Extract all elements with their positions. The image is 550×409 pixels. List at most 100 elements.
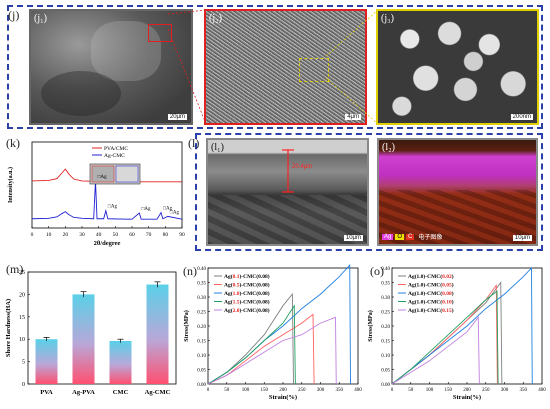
panel-j-label: (j) <box>8 8 20 22</box>
xrd-peak-label-4: □Ag <box>170 210 180 215</box>
stress-n-y-tick-label-5: 0.25 <box>197 311 206 316</box>
panel-l <box>195 133 543 251</box>
stress-o-x-tick-label-0: 0 <box>391 388 394 393</box>
stress-o-y-tick-label-5: 0.25 <box>381 311 390 316</box>
stress-n-legend-label-4: Ag(2.0)-CMC(0.08) <box>224 307 270 314</box>
stress-o-y-tick-label-4: 0.20 <box>381 325 390 330</box>
stress-n-y-tick-label-0: 0.00 <box>197 383 206 388</box>
stress-n-x-tick-label-2: 100 <box>242 388 250 393</box>
stress-o-x-tick-label-3: 150 <box>445 388 453 393</box>
stress-o-legend-label-4: Ag(1.0)-CMC(0.15) <box>408 307 454 314</box>
eds-legend-electron-image: 电子图像 <box>418 235 443 241</box>
stress-n-legend-label-1: Ag(0.5)-CMC(0.08) <box>224 282 270 289</box>
stress-o-x-tick-label-1: 50 <box>408 388 414 393</box>
hardness-y-tick-label-4: 20 <box>19 292 25 298</box>
xrd-x-axis-label: 2θ/degree <box>94 240 121 247</box>
panel-l-label: (l) <box>188 136 200 150</box>
stress-n-legend-label-0: Ag(0.1)-CMC(0.08) <box>224 273 270 280</box>
sem-j3-tag: (j₃) <box>381 13 394 24</box>
stress-o-x-tick-label-6: 300 <box>501 388 509 393</box>
sem-l1-scale: 10μm <box>343 235 363 241</box>
stress-n-y-tick-label-8: 0.40 <box>197 267 206 272</box>
stress-n-x-tick-label-5: 250 <box>298 388 306 393</box>
stress-o-legend-label-3: Ag(1.0)-CMC(0.10) <box>408 299 454 306</box>
stress-n-y-tick-label-1: 0.05 <box>197 369 206 374</box>
stress-o-x-tick-label-2: 100 <box>426 388 434 393</box>
hardness-plot-frame <box>27 271 177 385</box>
hardness-bar-2 <box>109 340 132 384</box>
stress-o-series-line-2 <box>391 266 533 385</box>
stress-o-y-tick-label-6: 0.30 <box>381 296 390 301</box>
stress-n-x-tick-label-7: 350 <box>336 388 344 393</box>
xrd-chart: 0 10 20 30 40 50 60 70 80 90 2θ/degree Intensity(a.… <box>7 141 185 247</box>
hardness-chart: 0 5 10 15 20 25 Shore Hardness(HA) PVA Ag-PVA CMC… <box>5 270 177 396</box>
stress-n-x-tick-label-0: 0 <box>207 388 210 393</box>
xrd-x-tick-label-8: 80 <box>163 232 169 238</box>
stress-n-x-tick-label-8: 400 <box>354 388 362 393</box>
stress-n-series-line-4 <box>207 316 337 385</box>
panel-j <box>7 5 543 129</box>
stress-o-y-tick-label-7: 0.35 <box>381 282 390 287</box>
sem-l1-tag: (l₁) <box>211 142 224 153</box>
sem-j3-scale: 200nm <box>510 114 533 120</box>
eds-legend-o: O <box>395 233 405 240</box>
panel-o-label: (o) <box>370 264 384 278</box>
eds-l2-tag: (l₂) <box>382 142 395 153</box>
xrd-x-tick-label-4: 40 <box>96 232 102 238</box>
eds-legend: Ag O C 电子图像 <box>382 232 444 241</box>
stress-o-y-tick-label-8: 0.40 <box>381 267 390 272</box>
stress-n-y-tick-label-6: 0.30 <box>197 296 206 301</box>
xrd-x-tick-label-7: 70 <box>146 232 152 238</box>
sem-image-j3: (j₃) 200nm <box>376 9 539 125</box>
stress-o-legend-label-1: Ag(1.0)-CMC(0.05) <box>408 282 454 289</box>
stress-n-y-tick-label-2: 0.10 <box>197 354 206 359</box>
stress-o-legend-label-2: Ag(1.0)-CMC(0.08) <box>408 290 454 297</box>
zoom-connectors <box>167 9 379 125</box>
stress-o-x-tick-label-4: 200 <box>463 388 471 393</box>
sem-j1-scale: 20μm <box>167 114 187 120</box>
hardness-y-tick-label-3: 15 <box>19 315 25 321</box>
stress-n-legend-label-2: Ag(1.0)-CMC(0.08) <box>224 290 270 297</box>
xrd-x-tick-label-1: 10 <box>46 232 52 238</box>
hardness-y-axis-label: Shore Hardness(HA) <box>5 299 12 357</box>
xrd-x-tick-label-9: 90 <box>179 232 185 238</box>
eds-legend-c: C <box>406 233 415 240</box>
stress-o-x-tick-label-7: 350 <box>520 388 528 393</box>
stress-strain-chart-o: 0 50 100 150 200 250 300 350 400 0.00 0.05 0.10 0.15… <box>367 266 546 401</box>
hardness-bar-0 <box>35 339 58 384</box>
hardness-y-tick-label-0: 0 <box>22 382 25 388</box>
xrd-peak-label-1: □Ag <box>108 205 118 210</box>
hardness-category-label-1: Ag-PVA <box>72 389 95 396</box>
xrd-x-tick-label-0: 0 <box>31 232 34 238</box>
panel-m-label: (m) <box>6 262 24 276</box>
eds-map-l2: (l₂) Ag O C 电子图像 10μm <box>377 138 538 246</box>
stress-n-y-tick-label-3: 0.15 <box>197 340 206 345</box>
stress-o-y-tick-label-1: 0.05 <box>381 369 390 374</box>
hardness-category-label-0: PVA <box>40 389 53 396</box>
hardness-y-tick-label-1: 5 <box>22 360 25 366</box>
panel-n-label: (n) <box>183 264 197 278</box>
stress-n-x-tick-label-6: 300 <box>317 388 325 393</box>
xrd-series-line-0 <box>31 168 182 183</box>
sem-j1-tag: (j₁) <box>34 13 47 24</box>
xrd-x-tick-label-6: 60 <box>129 232 135 238</box>
hardness-category-label-2: CMC <box>113 389 129 396</box>
stress-n-series-line-3 <box>207 304 296 385</box>
hardness-category-label-3: Ag-CMC <box>145 389 171 396</box>
xrd-inset-sample-1 <box>91 165 115 183</box>
xrd-x-tick-label-5: 50 <box>113 232 119 238</box>
thickness-label: 20.4μm <box>292 164 313 170</box>
eds-l2-scale: 10μm <box>512 235 532 241</box>
sem-image-j2: (j₂) 4μm <box>204 9 367 125</box>
sem-image-l1: 20.4μm (l₁) 10μm <box>206 138 369 246</box>
stress-o-y-tick-label-3: 0.15 <box>381 340 390 345</box>
xrd-peak-label-0: □Ag <box>98 175 108 180</box>
eds-legend-ag: Ag <box>382 233 394 240</box>
stress-o-y-tick-label-2: 0.10 <box>381 354 390 359</box>
sem-j2-scale: 4μm <box>345 114 361 120</box>
stress-o-x-tick-label-8: 400 <box>538 388 546 393</box>
xrd-plot-frame <box>31 141 183 229</box>
hardness-y-tick-label-5: 25 <box>19 270 25 276</box>
stress-n-x-tick-label-4: 200 <box>279 388 287 393</box>
stress-o-series-line-4 <box>391 316 480 385</box>
